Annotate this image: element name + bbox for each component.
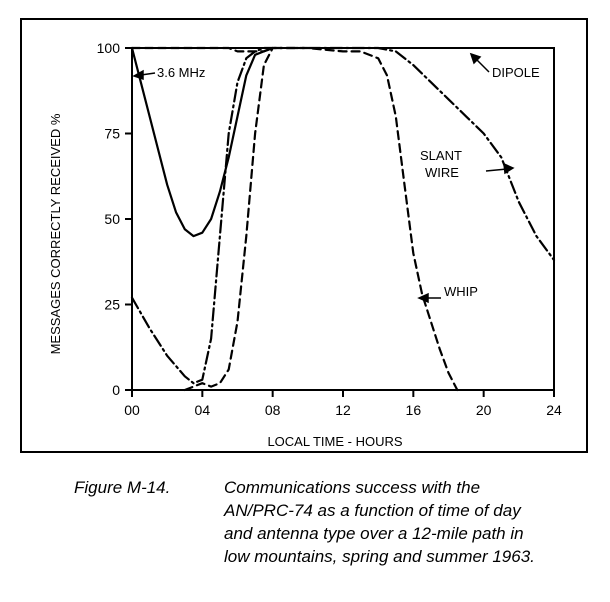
annotation-arrows <box>132 52 515 304</box>
series-line-dipole <box>130 46 556 385</box>
annotation-slant: SLANT <box>420 148 462 163</box>
y-axis-label: MESSAGES CORRECTLY RECEIVED % <box>48 113 63 354</box>
annotation-whip: WHIP <box>444 284 478 299</box>
x-tick-label-1: 04 <box>195 402 211 418</box>
arrow-dipole <box>475 58 490 73</box>
x-tick-label-4: 16 <box>406 402 422 418</box>
series-line-slant-wire <box>183 46 274 392</box>
x-tick-label-2: 08 <box>265 402 281 418</box>
x-axis-label: LOCAL TIME - HOURS <box>267 434 402 449</box>
annotation-dipole: DIPOLE <box>492 65 540 80</box>
x-tick-label-3: 12 <box>335 402 351 418</box>
caption-line-3: and antenna type over a 12-mile path in <box>224 524 524 543</box>
annotation-wire: WIRE <box>425 165 459 180</box>
arrowhead-whip <box>417 292 429 304</box>
caption-lead: Figure M-14. <box>74 478 171 497</box>
series-line-whip <box>130 46 459 392</box>
caption-line-2: AN/PRC-74 as a function of time of day <box>224 501 521 520</box>
figure-caption: Figure M-14. Communications success with … <box>74 476 594 568</box>
line-chart: 0 25 50 75 100 00 04 08 12 16 20 24 MESSAGES CORREC… <box>48 40 562 449</box>
x-tick-label-0: 00 <box>124 402 140 418</box>
caption-line-4: low mountains, spring and summer 1963. <box>224 547 535 566</box>
series-line-3-6-mhz <box>130 46 274 238</box>
x-tick-label-5: 20 <box>476 402 492 418</box>
y-tick-label-4: 100 <box>97 40 121 56</box>
y-tick-label-1: 25 <box>104 297 120 313</box>
plot-area-border <box>131 47 555 391</box>
arrowhead-dipole <box>469 52 482 65</box>
y-tick-label-0: 0 <box>112 382 120 398</box>
arrowhead-3-6-mhz <box>132 69 144 81</box>
figure-frame: 0 25 50 75 100 00 04 08 12 16 20 24 MESSAGES CORREC… <box>20 18 588 453</box>
caption-line-1: Communications success with the <box>224 478 481 497</box>
arrow-slant-wire <box>485 168 508 172</box>
annotation-3-6-mhz: 3.6 MHz <box>157 65 205 80</box>
arrowhead-slant-wire <box>503 162 515 175</box>
y-tick-label-2: 50 <box>104 211 120 227</box>
y-tick-label-3: 75 <box>104 126 120 142</box>
x-tick-label-6: 24 <box>546 402 562 418</box>
